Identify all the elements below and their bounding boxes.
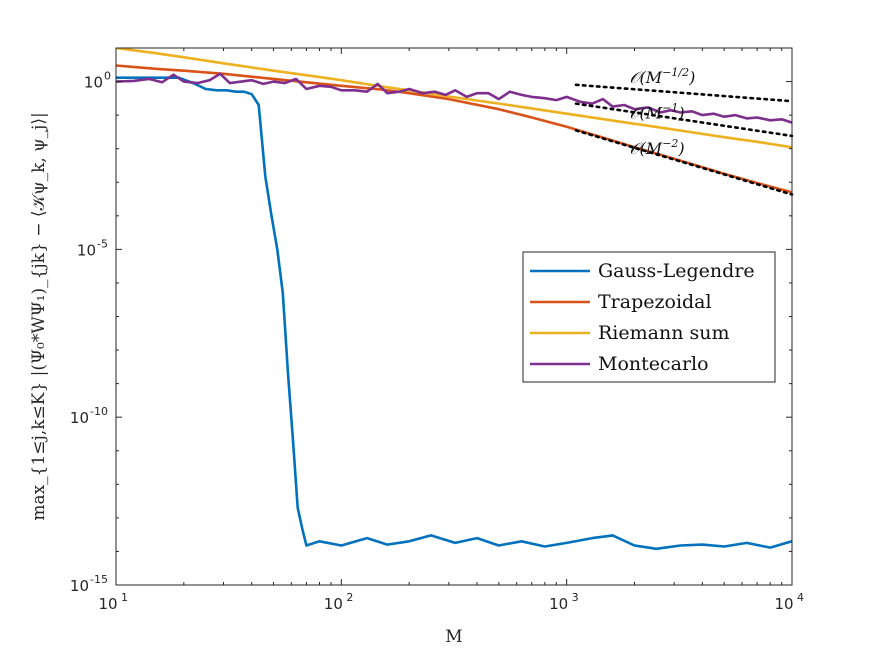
legend-entry-3: Riemann sum <box>598 322 730 344</box>
y-tick-label: 10 <box>70 409 89 427</box>
y-axis-label: max_{1≤j,k≤K} |(Ψ₀*WΨ₁)_{jk} − ⟨𝒦ψ_k, ψ_… <box>29 112 49 520</box>
x-tick-label-exponent: 4 <box>797 591 804 604</box>
y-tick-label: 10 <box>70 577 89 595</box>
reference-label-2: 𝒪(M−1) <box>629 101 684 122</box>
x-tick-label-exponent: 1 <box>121 591 128 604</box>
y-tick-label-exponent: 0 <box>104 70 111 83</box>
legend-entry-2: Trapezoidal <box>598 291 712 313</box>
x-tick-label-exponent: 3 <box>572 591 579 604</box>
x-axis-label: M <box>445 627 462 647</box>
reference-label-1: 𝒪(M−1/2) <box>629 66 695 87</box>
series-line-montecarlo <box>116 72 792 124</box>
series-layer <box>116 48 792 551</box>
x-tick-label-exponent: 2 <box>346 591 353 604</box>
reference-line-2 <box>574 102 794 138</box>
x-tick-label: 10 <box>324 595 343 613</box>
x-tick-label: 10 <box>774 595 793 613</box>
x-tick-label: 10 <box>98 595 117 613</box>
reference-label-3: 𝒪(M−2) <box>629 137 684 158</box>
y-tick-label-exponent: -10 <box>90 405 108 418</box>
reference-line-1 <box>574 83 794 103</box>
legend-entry-1: Gauss-Legendre <box>598 260 755 282</box>
series-line-trapezoidal <box>116 64 792 194</box>
x-tick-label: 10 <box>549 595 568 613</box>
series-line-gauss-legendre <box>116 76 792 551</box>
legend: Gauss-Legendre Trapezoidal Riemann sum Mont… <box>522 251 776 383</box>
reference-lines-layer: 𝒪(M−1/2) 𝒪(M−1) 𝒪(M−2) <box>574 66 794 196</box>
y-tick-label: 10 <box>77 241 96 259</box>
legend-box <box>522 251 776 383</box>
y-tick-label: 10 <box>84 74 103 92</box>
reference-line-3 <box>574 129 794 196</box>
y-tick-label-exponent: -15 <box>90 573 108 586</box>
series-line-riemann-sum <box>116 48 792 149</box>
y-tick-label-exponent: -5 <box>97 237 108 250</box>
legend-entry-4: Montecarlo <box>598 353 709 375</box>
